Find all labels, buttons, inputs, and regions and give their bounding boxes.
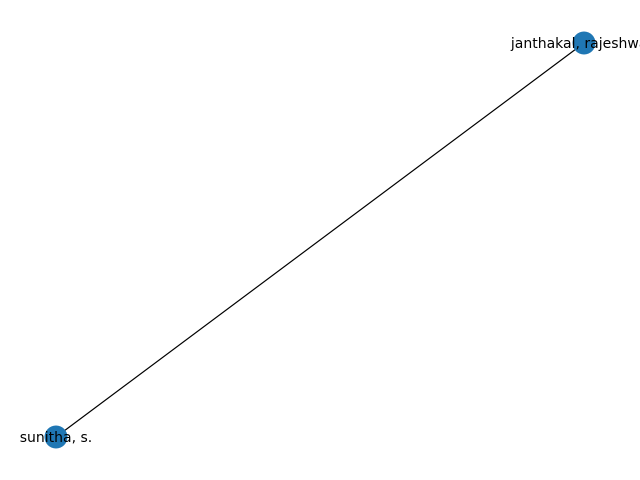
node-label: sunitha, s. xyxy=(20,430,93,446)
node-label: janthakal, rajeshwari xyxy=(510,36,640,52)
graph-node xyxy=(572,31,596,55)
graph-node xyxy=(44,425,68,449)
graph-edge xyxy=(55,42,585,438)
